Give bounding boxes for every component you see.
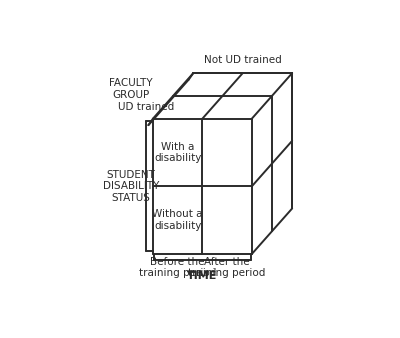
Text: FACULTY
GROUP: FACULTY GROUP <box>109 78 153 100</box>
Text: Before the
training period: Before the training period <box>139 257 216 278</box>
Text: TIME: TIME <box>187 271 218 281</box>
Text: STUDENT
DISABILITY
STATUS: STUDENT DISABILITY STATUS <box>103 170 159 203</box>
Text: Not UD trained: Not UD trained <box>204 55 282 65</box>
Text: UD trained: UD trained <box>118 102 174 112</box>
Text: Without a
disability: Without a disability <box>152 209 203 231</box>
Text: With a
disability: With a disability <box>154 142 201 163</box>
Text: After the
training period: After the training period <box>188 257 266 278</box>
